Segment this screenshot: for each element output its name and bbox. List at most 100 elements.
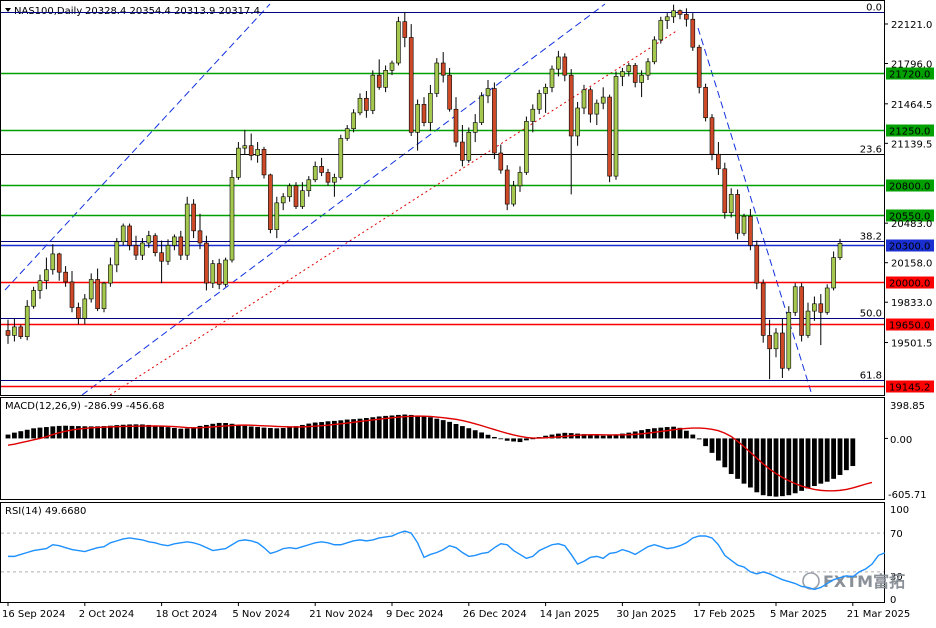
macd-histogram-bar (280, 428, 286, 439)
macd-histogram-bar (389, 415, 395, 439)
price-tick-label: 19501.5 (891, 339, 932, 350)
date-tick-label: 9 Dec 2024 (386, 609, 444, 620)
macd-histogram-bar (376, 416, 382, 439)
candle-body (178, 236, 184, 256)
level-tag-label: 21250.0 (889, 127, 930, 138)
channel-line-upper (4, 3, 271, 291)
fib-label: 23.6 (860, 145, 882, 156)
candle-body (396, 21, 401, 64)
macd-histogram-bar (76, 426, 81, 439)
candle-body (24, 305, 30, 337)
macd-histogram-bar (805, 438, 811, 489)
candle-body (114, 241, 120, 266)
ohlc-readout: 20328.4 20354.4 20313.9 20317.4 (85, 6, 260, 17)
macd-histogram-bar (671, 426, 676, 439)
level-tag (886, 179, 934, 192)
macd-histogram-bar (415, 415, 420, 439)
candle-body (76, 307, 81, 319)
candle-body (511, 185, 516, 205)
candle-body (364, 97, 369, 111)
macd-histogram-bar (197, 425, 203, 439)
macd-histogram-bar (165, 427, 171, 439)
macd-histogram-bar (383, 415, 388, 439)
date-tick-label: 30 Jan 2025 (616, 609, 676, 620)
candle-body (735, 194, 740, 234)
candle-body (108, 264, 113, 284)
candle-body (786, 312, 792, 369)
macd-histogram-bar (780, 438, 785, 497)
macd-histogram-bar (428, 417, 433, 439)
candle-body (632, 65, 638, 83)
date-tick-label: 18 Oct 2024 (156, 609, 218, 620)
macd-tick: -605.71 (888, 490, 927, 501)
candle-body (620, 71, 625, 77)
candle-body (12, 326, 17, 336)
macd-axis: 398.85 0.00 -605.71 (888, 401, 927, 501)
candle-body (530, 108, 536, 122)
candle-body (479, 95, 484, 123)
macd-histogram-bar (716, 438, 721, 461)
candle-body (466, 132, 472, 161)
candle-body (677, 10, 683, 15)
candle-body (152, 235, 158, 254)
date-tick-label: 2 Oct 2024 (79, 609, 134, 620)
candle-body (351, 112, 356, 129)
candle-body (824, 287, 830, 313)
macd-histogram-bar (460, 426, 465, 439)
macd-histogram-bar (504, 438, 510, 441)
candle-body (805, 310, 811, 336)
candle-body (184, 203, 190, 256)
candle-body (722, 168, 728, 213)
rsi-label: RSI(14) 49.6680 (5, 506, 86, 517)
macd-histogram-bar (741, 438, 747, 484)
candle-body (504, 169, 510, 205)
macd-histogram-bar (127, 424, 132, 439)
macd-histogram-bar (613, 434, 619, 439)
candle-body (408, 37, 414, 133)
macd-histogram-bar (812, 438, 817, 487)
candle-body (837, 243, 843, 258)
candle-body (626, 65, 632, 72)
macd-histogram-bar (370, 417, 376, 439)
macd-histogram-bar (658, 427, 664, 439)
candle-body (524, 121, 529, 173)
candle-body (607, 96, 612, 177)
symbol-header: NAS100,Daily 20328.4 20354.4 20313.9 203… (5, 6, 260, 17)
macd-histogram-bar (133, 424, 139, 439)
downtrend-line (697, 27, 813, 395)
fib-label: 0.0 (866, 3, 882, 14)
price-tick-label: 20158.0 (891, 259, 932, 270)
macd-histogram-bar (18, 431, 24, 439)
candle-body (472, 122, 478, 133)
macd-histogram-bar (664, 427, 670, 439)
candle-body (812, 303, 817, 312)
candle-body (332, 177, 337, 183)
candle-body (831, 257, 836, 289)
candle-body (799, 286, 804, 336)
macd-histogram-bar (178, 428, 184, 439)
level-tag (886, 124, 934, 137)
candle-body (242, 145, 248, 149)
level-tag-label: 20300.0 (889, 242, 930, 253)
candle-body (645, 61, 651, 76)
macd-signal-line (7, 415, 873, 492)
macd-histogram-bar (728, 438, 734, 475)
macd-histogram-bar (24, 429, 30, 439)
macd-histogram-bar (152, 425, 158, 439)
candle-body (549, 68, 555, 88)
candle-body (120, 225, 126, 243)
level-tag-label: 20550.0 (889, 212, 930, 223)
level-tag (886, 318, 934, 331)
candle-body (319, 166, 324, 173)
rsi-tick: 0 (890, 595, 896, 606)
macd-histogram-bar (709, 438, 715, 453)
candle-body (300, 190, 305, 207)
dropdown-arrow-icon[interactable] (5, 8, 11, 12)
macd-histogram-bar (108, 425, 113, 439)
candle-body (741, 215, 747, 234)
macd-histogram-bar (159, 426, 164, 439)
candle-body (415, 104, 420, 133)
macd-histogram-bar (690, 434, 696, 439)
macd-histogram-bar (492, 436, 497, 439)
macd-histogram-bar (447, 421, 452, 439)
